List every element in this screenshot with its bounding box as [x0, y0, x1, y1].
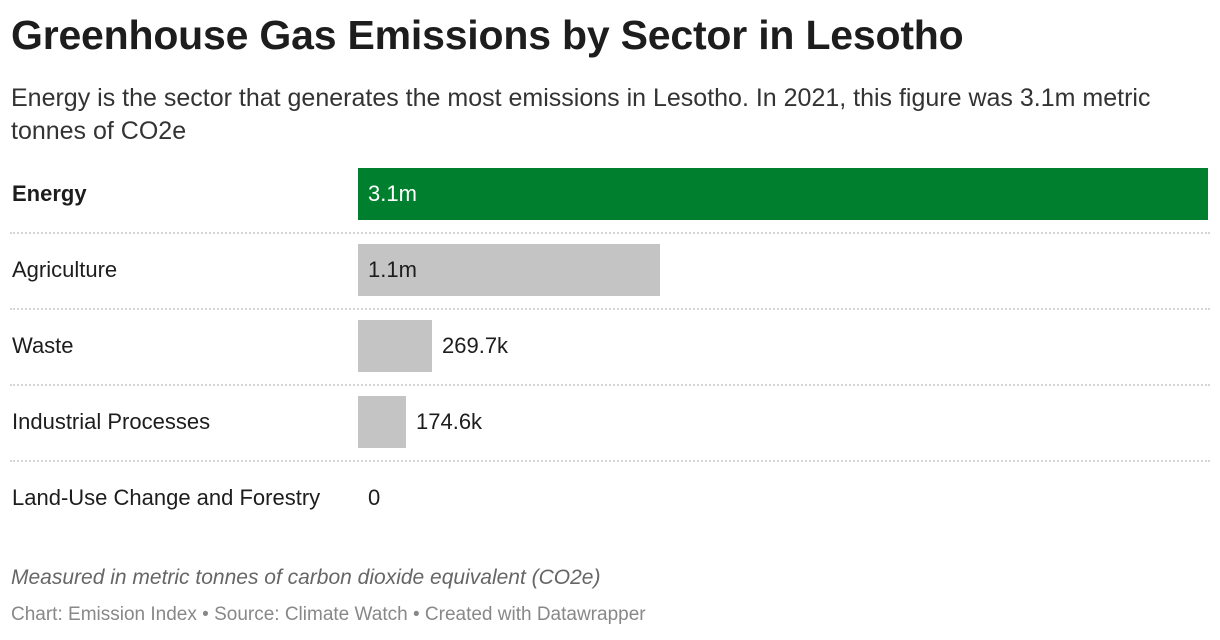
- bar-track: 0: [358, 472, 1208, 524]
- bar-row: Waste 269.7k: [10, 318, 1210, 374]
- bar-chart: Energy 3.1m Agriculture 1.1m Waste 269.7k Indu…: [0, 166, 1220, 536]
- bar: [358, 244, 660, 296]
- value-label: 0: [368, 485, 381, 510]
- category-label: Waste: [12, 333, 74, 358]
- chart-footer: Chart: Emission Index • Source: Climate …: [11, 604, 646, 626]
- bar-track: 174.6k: [358, 396, 1208, 448]
- value-label: 174.6k: [416, 409, 483, 434]
- chart-notes: Measured in metric tonnes of carbon diox…: [11, 566, 601, 589]
- chart-subtitle: Energy is the sector that generates the …: [11, 84, 1151, 145]
- row-divider: [10, 232, 1210, 234]
- chart-title: Greenhouse Gas Emissions by Sector in Le…: [11, 12, 964, 58]
- bar-row: Agriculture 1.1m: [10, 242, 1210, 298]
- chart-credit: Chart: Emission Index: [11, 604, 197, 625]
- category-label: Industrial Processes: [12, 409, 211, 434]
- bar-track: 3.1m: [358, 168, 1208, 220]
- category-label: Land-Use Change and Forestry: [12, 485, 321, 510]
- bar: [358, 320, 432, 372]
- tool-credit: Created with Datawrapper: [424, 604, 646, 625]
- value-label: 3.1m: [368, 181, 417, 206]
- bar-row: Energy 3.1m: [10, 166, 1210, 222]
- category-label: Energy: [12, 181, 87, 206]
- value-label: 1.1m: [368, 257, 417, 282]
- bar: [358, 396, 406, 448]
- bar-row: Land-Use Change and Forestry 0: [10, 470, 1210, 526]
- value-label: 269.7k: [442, 333, 509, 358]
- row-divider: [10, 308, 1210, 310]
- category-label: Agriculture: [12, 257, 118, 282]
- source-credit: Source: Climate Watch: [214, 604, 408, 625]
- row-divider: [10, 460, 1210, 462]
- bar: [358, 168, 1208, 220]
- footer-separator: •: [202, 604, 209, 625]
- bar-row: Industrial Processes 174.6k: [10, 394, 1210, 450]
- footer-separator: •: [412, 604, 420, 625]
- bar-track: 1.1m: [358, 244, 1208, 296]
- bar-track: 269.7k: [358, 320, 1208, 372]
- row-divider: [10, 384, 1210, 386]
